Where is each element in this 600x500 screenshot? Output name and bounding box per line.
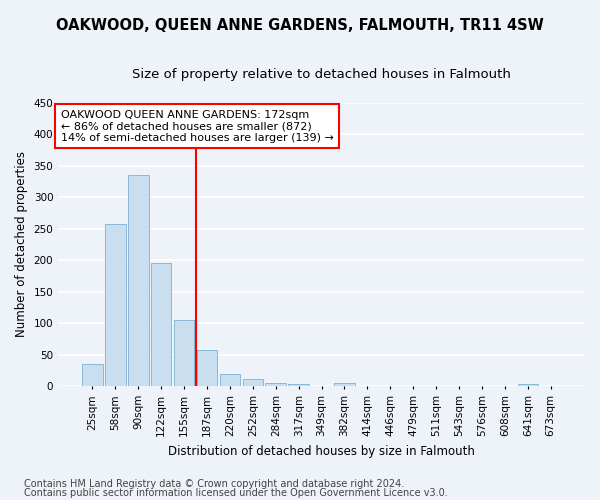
Bar xyxy=(220,374,240,386)
X-axis label: Distribution of detached houses by size in Falmouth: Distribution of detached houses by size … xyxy=(168,444,475,458)
Bar xyxy=(334,383,355,386)
Bar xyxy=(174,320,194,386)
Bar xyxy=(82,364,103,386)
Bar xyxy=(197,350,217,386)
Bar xyxy=(289,384,309,386)
Title: Size of property relative to detached houses in Falmouth: Size of property relative to detached ho… xyxy=(132,68,511,80)
Bar xyxy=(151,264,172,386)
Text: OAKWOOD, QUEEN ANNE GARDENS, FALMOUTH, TR11 4SW: OAKWOOD, QUEEN ANNE GARDENS, FALMOUTH, T… xyxy=(56,18,544,32)
Bar xyxy=(128,175,149,386)
Bar xyxy=(242,380,263,386)
Bar xyxy=(518,384,538,386)
Text: Contains HM Land Registry data © Crown copyright and database right 2024.: Contains HM Land Registry data © Crown c… xyxy=(24,479,404,489)
Text: Contains public sector information licensed under the Open Government Licence v3: Contains public sector information licen… xyxy=(24,488,448,498)
Bar xyxy=(265,382,286,386)
Bar xyxy=(105,224,125,386)
Text: OAKWOOD QUEEN ANNE GARDENS: 172sqm
← 86% of detached houses are smaller (872)
14: OAKWOOD QUEEN ANNE GARDENS: 172sqm ← 86%… xyxy=(61,110,334,143)
Y-axis label: Number of detached properties: Number of detached properties xyxy=(15,152,28,338)
